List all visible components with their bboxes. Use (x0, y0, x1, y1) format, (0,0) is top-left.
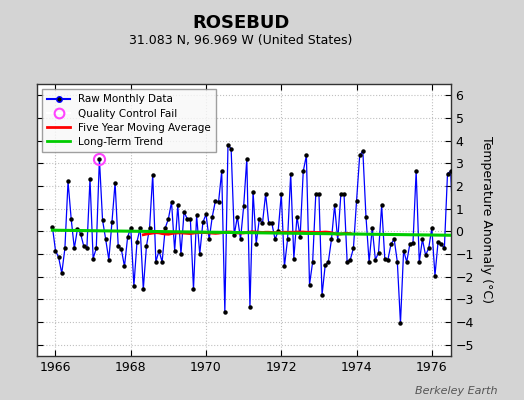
Text: 31.083 N, 96.969 W (United States): 31.083 N, 96.969 W (United States) (129, 34, 353, 47)
Y-axis label: Temperature Anomaly (°C): Temperature Anomaly (°C) (481, 136, 494, 304)
Legend: Raw Monthly Data, Quality Control Fail, Five Year Moving Average, Long-Term Tren: Raw Monthly Data, Quality Control Fail, … (42, 89, 216, 152)
Text: ROSEBUD: ROSEBUD (192, 14, 290, 32)
Text: Berkeley Earth: Berkeley Earth (416, 386, 498, 396)
